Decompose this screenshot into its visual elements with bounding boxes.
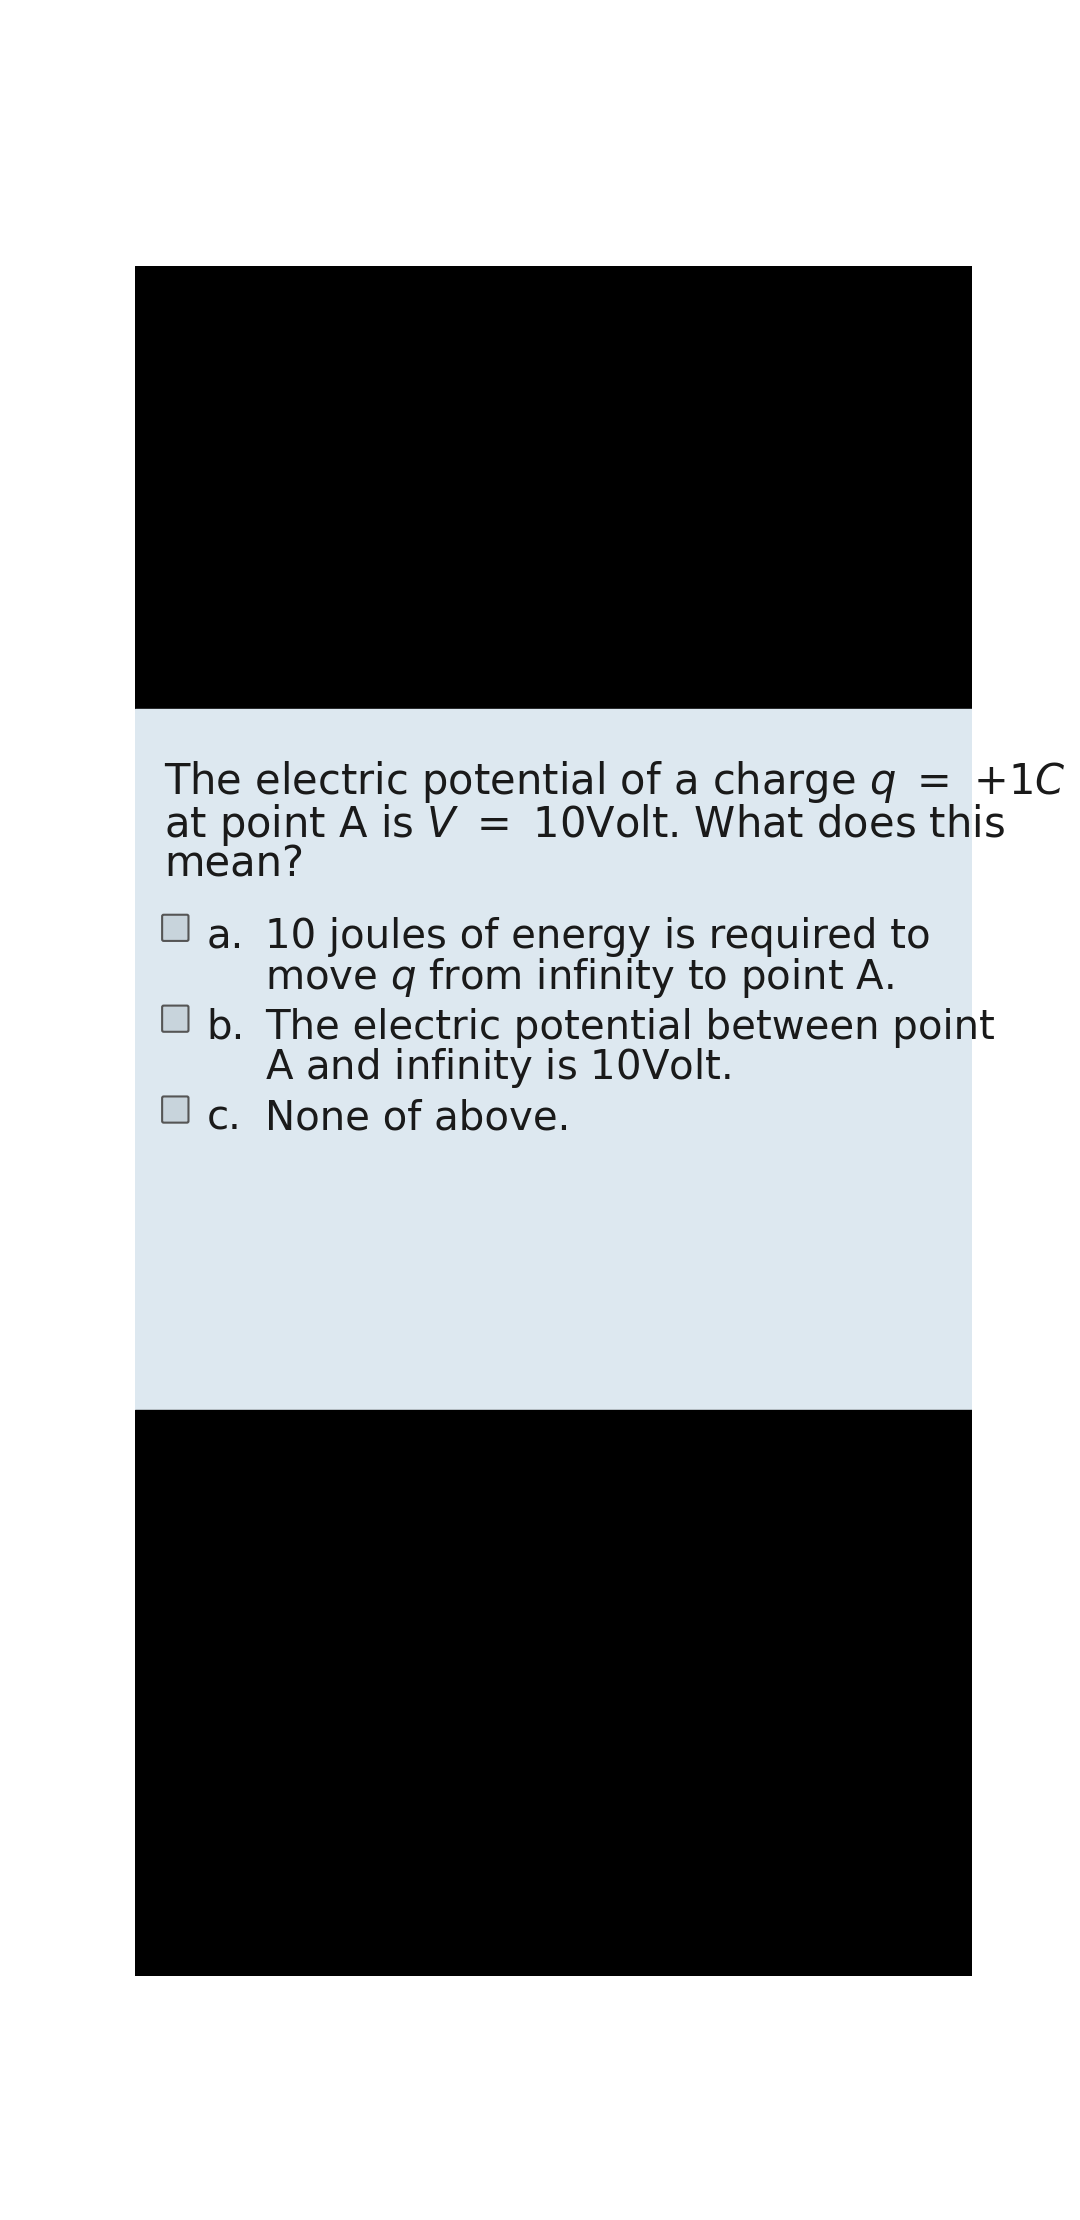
Bar bbox=[135, 708, 972, 1410]
Text: mean?: mean? bbox=[164, 844, 305, 886]
Text: None of above.: None of above. bbox=[266, 1099, 570, 1139]
Text: The electric potential between point: The electric potential between point bbox=[266, 1008, 995, 1048]
Bar bbox=[135, 1410, 972, 1976]
FancyBboxPatch shape bbox=[162, 915, 189, 941]
FancyBboxPatch shape bbox=[162, 1097, 189, 1123]
Text: move $q$ from infinity to point A.: move $q$ from infinity to point A. bbox=[266, 955, 894, 999]
Text: c.: c. bbox=[206, 1099, 241, 1139]
Text: A and infinity is $10\mathrm{Volt}$.: A and infinity is $10\mathrm{Volt}$. bbox=[266, 1046, 731, 1090]
Text: at point A is $V$ $=$ 10Volt. What does this: at point A is $V$ $=$ 10Volt. What does … bbox=[164, 801, 1005, 848]
Text: b.: b. bbox=[206, 1008, 245, 1048]
Text: 10 joules of energy is required to: 10 joules of energy is required to bbox=[266, 917, 931, 957]
Text: The electric potential of a charge $q$ $=$ $+1C$: The electric potential of a charge $q$ $… bbox=[164, 759, 1066, 806]
FancyBboxPatch shape bbox=[162, 1006, 189, 1032]
Text: a.: a. bbox=[206, 917, 244, 957]
Bar bbox=[135, 266, 972, 708]
